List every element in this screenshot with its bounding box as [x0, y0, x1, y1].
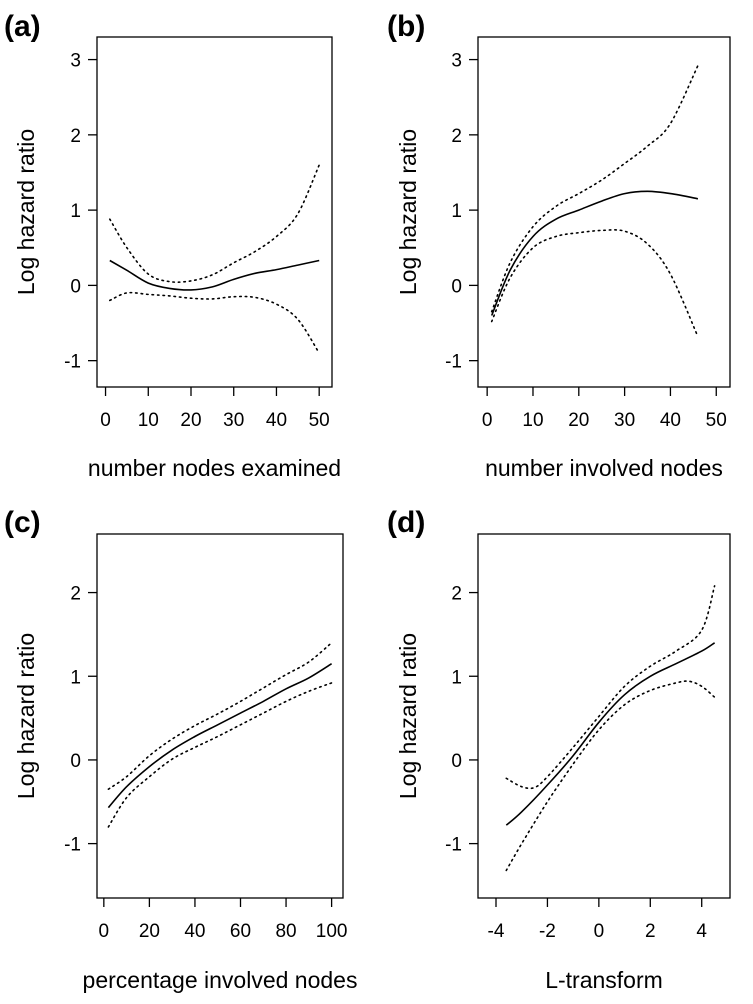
x-tick-label: 0 [100, 410, 111, 431]
plot-frame [477, 36, 731, 388]
upper-confidence-line [505, 585, 716, 790]
x-axis-title: percentage involved nodes [83, 967, 358, 993]
y-tick-label: 2 [451, 584, 462, 605]
y-tick-label: 0 [70, 751, 81, 772]
x-tick-label: -2 [539, 921, 556, 942]
y-axis-title: Log hazard ratio [13, 633, 39, 799]
y-tick-label: 0 [451, 276, 462, 297]
y-tick-label: 2 [70, 126, 81, 147]
x-tick-label: 0 [594, 921, 605, 942]
chart-panel: (c) 0 20 40 60 80 100 -1 0 1 2 percentage involved … [4, 506, 357, 993]
panel-label: (c) [4, 506, 41, 539]
y-tick-label: 1 [451, 667, 462, 688]
panel-label: (d) [387, 506, 425, 539]
x-tick-label: 100 [316, 921, 348, 942]
y-tick-label: 0 [70, 276, 81, 297]
x-tick-label: 20 [139, 921, 160, 942]
x-tick-label: 50 [706, 410, 727, 431]
x-tick-label: 30 [614, 410, 635, 431]
y-tick-label: 2 [70, 584, 81, 605]
y-tick-label: 1 [70, 667, 81, 688]
y-tick-label: -1 [64, 352, 81, 373]
x-axis-title: number involved nodes [485, 455, 723, 481]
x-tick-label: 50 [309, 410, 330, 431]
x-tick-label: 40 [660, 410, 681, 431]
x-tick-label: 20 [180, 410, 201, 431]
fit-line [505, 642, 716, 826]
lower-confidence-line [107, 682, 333, 828]
plot-frame [96, 533, 344, 899]
y-tick-label: 2 [451, 126, 462, 147]
y-tick-label: -1 [445, 352, 462, 373]
panel-label: (b) [387, 10, 425, 43]
x-tick-label: 30 [223, 410, 244, 431]
y-tick-label: 1 [451, 201, 462, 222]
upper-confidence-line [490, 64, 699, 313]
x-tick-label: 80 [275, 921, 296, 942]
lower-confidence-line [505, 680, 716, 872]
x-tick-label: 40 [266, 410, 287, 431]
x-tick-label: 40 [184, 921, 205, 942]
x-tick-label: 2 [645, 921, 656, 942]
y-tick-label: 3 [70, 51, 81, 72]
panel-label: (a) [4, 10, 41, 43]
x-tick-label: 60 [230, 921, 251, 942]
y-tick-label: -1 [445, 835, 462, 856]
upper-confidence-line [109, 164, 320, 283]
x-tick-label: 10 [522, 410, 543, 431]
y-axis-title: Log hazard ratio [395, 633, 421, 799]
x-tick-label: 20 [568, 410, 589, 431]
x-tick-label: 4 [696, 921, 707, 942]
plot-frame [477, 533, 731, 899]
x-axis-title: L-transform [545, 967, 663, 993]
y-axis-title: Log hazard ratio [13, 129, 39, 295]
lower-confidence-line [109, 291, 320, 354]
x-tick-label: 0 [482, 410, 493, 431]
y-tick-label: -1 [64, 835, 81, 856]
fit-line [107, 663, 333, 809]
y-tick-label: 3 [451, 51, 462, 72]
y-tick-label: 0 [451, 751, 462, 772]
x-tick-label: 0 [99, 921, 110, 942]
lower-confidence-line [490, 229, 699, 338]
upper-confidence-line [107, 642, 333, 790]
x-axis-title: number nodes examined [88, 455, 341, 481]
chart-panel: (d) -4 -2 0 2 4 -1 0 1 2 L-transform Log hazard rat… [387, 506, 731, 993]
x-tick-label: -4 [488, 921, 505, 942]
y-axis-title: Log hazard ratio [395, 129, 421, 295]
chart-panel: (a) 0 10 20 30 40 50 -1 0 1 2 3 number nodes examine… [4, 10, 341, 481]
fit-line [109, 259, 320, 291]
chart-panel: (b) 0 10 20 30 40 50 -1 0 1 2 3 number involved node… [387, 10, 731, 481]
fit-line [490, 190, 699, 316]
plot-frame [96, 36, 333, 388]
y-tick-label: 1 [70, 201, 81, 222]
x-tick-label: 10 [138, 410, 159, 431]
